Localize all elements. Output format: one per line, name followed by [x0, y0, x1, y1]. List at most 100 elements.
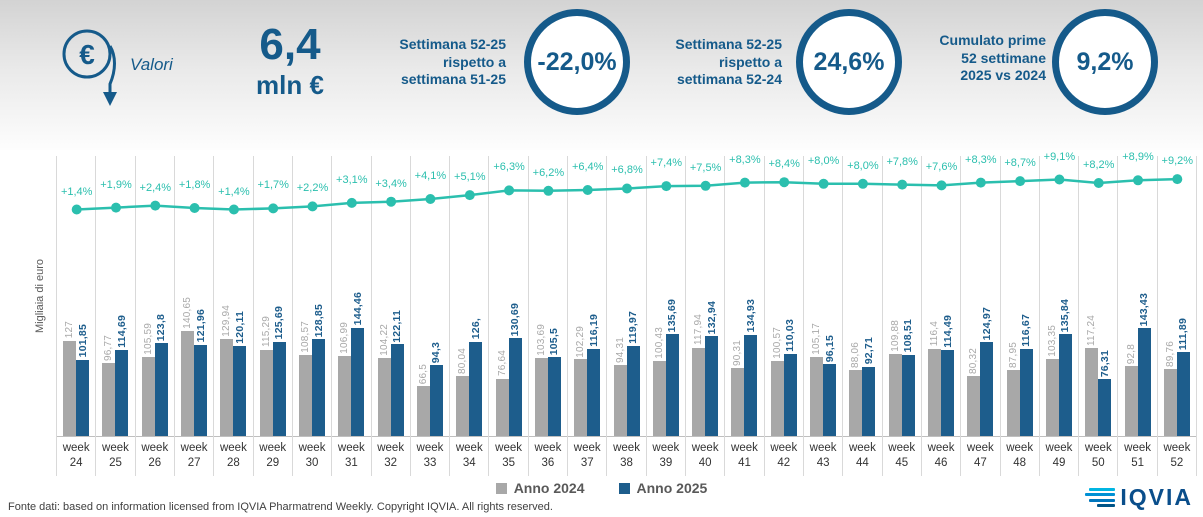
bar: [312, 339, 326, 436]
bar-label: 80,32: [968, 347, 980, 374]
total-unit: mln €: [256, 70, 324, 101]
bar-label: 129,94: [221, 304, 233, 337]
bar-label: 130,69: [509, 302, 522, 336]
kpi-2-label: Settimana 52-25 rispetto a settimana 52-…: [675, 36, 782, 87]
chart-column: 94,31 119,97 week 38: [607, 156, 647, 476]
bar-label: 135,69: [666, 298, 679, 333]
bar: [1019, 348, 1033, 436]
bar: [1045, 358, 1059, 436]
chart-column: 129,94 120,11 week 28: [214, 156, 254, 476]
chart-column: 140,65 121,96 week 27: [174, 156, 215, 476]
bar-label: 116,4: [929, 321, 941, 347]
bar-label: 88,06: [850, 341, 862, 368]
bar: [416, 386, 430, 436]
x-axis-label: week 36: [528, 436, 568, 476]
bar-label: 100,57: [771, 326, 783, 359]
bar: [154, 343, 168, 436]
bar: [115, 350, 129, 436]
bar: [76, 359, 90, 436]
growth-line-label: +1,4%: [218, 185, 250, 198]
chart-column: 88,06 92,71 week 44: [843, 156, 883, 476]
chart-column: 117,94 132,94 week 40: [686, 156, 726, 476]
bar: [783, 353, 797, 436]
bar-label: 110,03: [784, 318, 797, 352]
bar: [692, 347, 706, 436]
bar: [967, 375, 981, 436]
bar-label: 94,31: [614, 337, 626, 364]
x-axis-label: week 45: [882, 436, 921, 476]
growth-line-label: +8,7%: [1004, 157, 1036, 170]
bar-label: 121,96: [194, 309, 207, 343]
bar-label: 128,85: [312, 304, 325, 338]
bar: [888, 353, 902, 436]
bar-label: 89,76: [1164, 340, 1176, 367]
bar-label: 116,19: [587, 314, 600, 347]
bar: [1098, 378, 1112, 436]
growth-line-label: +6,4%: [571, 161, 604, 174]
chart-column: 105,17 96,15 week 43: [803, 156, 844, 476]
bar: [770, 360, 784, 436]
bar-label: 120,11: [233, 311, 246, 344]
bar: [338, 355, 352, 436]
legend-item-anno-2025: Anno 2025: [618, 480, 708, 496]
legend-label-2024: Anno 2024: [513, 480, 585, 496]
x-axis-label: week 50: [1079, 436, 1118, 476]
bar: [220, 338, 234, 436]
iqvia-logo-text: IQVIA: [1120, 484, 1193, 510]
x-axis-label: week 24: [57, 436, 96, 476]
bar-label: 108,51: [902, 319, 915, 353]
bar: [744, 334, 758, 436]
valori-label: Valori: [130, 55, 173, 74]
bar-label: 90,31: [732, 340, 744, 367]
bar-label: 143,43: [1138, 293, 1151, 327]
iqvia-logo-stripes-icon: [1085, 487, 1116, 508]
bar: [351, 327, 365, 436]
kpi-1-value: -22,0%: [537, 47, 617, 76]
bar: [377, 357, 391, 436]
bar: [823, 363, 837, 436]
growth-line-label: +8,2%: [1082, 159, 1115, 172]
chart-column: 104,22 122,11 week 32: [371, 156, 411, 476]
x-axis-label: week 46: [921, 436, 961, 476]
bar-label: 92,71: [862, 337, 875, 365]
x-axis-label: week 39: [646, 436, 685, 476]
bar-label: 66,5: [417, 363, 429, 385]
x-axis-label: week 41: [725, 436, 764, 476]
bar-label: 109,88: [889, 319, 901, 352]
chart-column: 80,04 126, week 34: [450, 156, 490, 476]
legend-swatch-2024: [495, 482, 507, 494]
bar-label: 96,15: [823, 334, 836, 362]
chart-column: 117,24 76,31 week 50: [1079, 156, 1119, 476]
chart-column: 102,29 116,19 week 37: [568, 156, 608, 476]
x-axis-label: week 30: [292, 436, 332, 476]
chart-column: 100,57 110,03 week 42: [764, 156, 804, 476]
bar: [1163, 368, 1177, 436]
bar: [1137, 328, 1151, 436]
growth-line-label: +8,3%: [729, 153, 761, 166]
kpi-3-label: Cumulato prime 52 settimane 2025 vs 2024: [939, 32, 1046, 83]
header-band: € Valori 6,4 mln € Settimana 52-25 rispe…: [0, 0, 1203, 150]
bar-label: 119,97: [627, 311, 640, 344]
bar-label: 132,94: [705, 300, 718, 335]
x-axis-label: week 43: [803, 436, 843, 476]
growth-line-label: +2,2%: [296, 182, 329, 195]
chart: 127 101,85 week 24 96,77 114,69 week 25 105,59 12…: [56, 151, 1198, 476]
x-axis-label: week 26: [135, 436, 174, 476]
total-value: 6,4: [259, 20, 321, 69]
y-axis-title: Migliaia di euro: [34, 259, 46, 333]
bar: [1124, 366, 1138, 436]
growth-line-label: +3,4%: [375, 177, 407, 190]
growth-line-label: +1,9%: [100, 178, 132, 191]
bar: [980, 342, 994, 436]
total-value-block: 6,4 mln €: [215, 20, 365, 101]
bar: [194, 344, 208, 436]
bar-label: 127: [64, 321, 76, 339]
bar-label: 108,57: [300, 320, 312, 353]
source-note: Fonte dati: based on information license…: [8, 501, 553, 513]
x-axis-label: week 34: [450, 436, 489, 476]
bar: [181, 330, 195, 436]
bar-label: 126,: [469, 318, 482, 340]
x-axis-label: week 47: [961, 436, 1000, 476]
legend-label-2025: Anno 2025: [636, 480, 708, 496]
chart-column: 127 101,85 week 24: [57, 156, 97, 476]
